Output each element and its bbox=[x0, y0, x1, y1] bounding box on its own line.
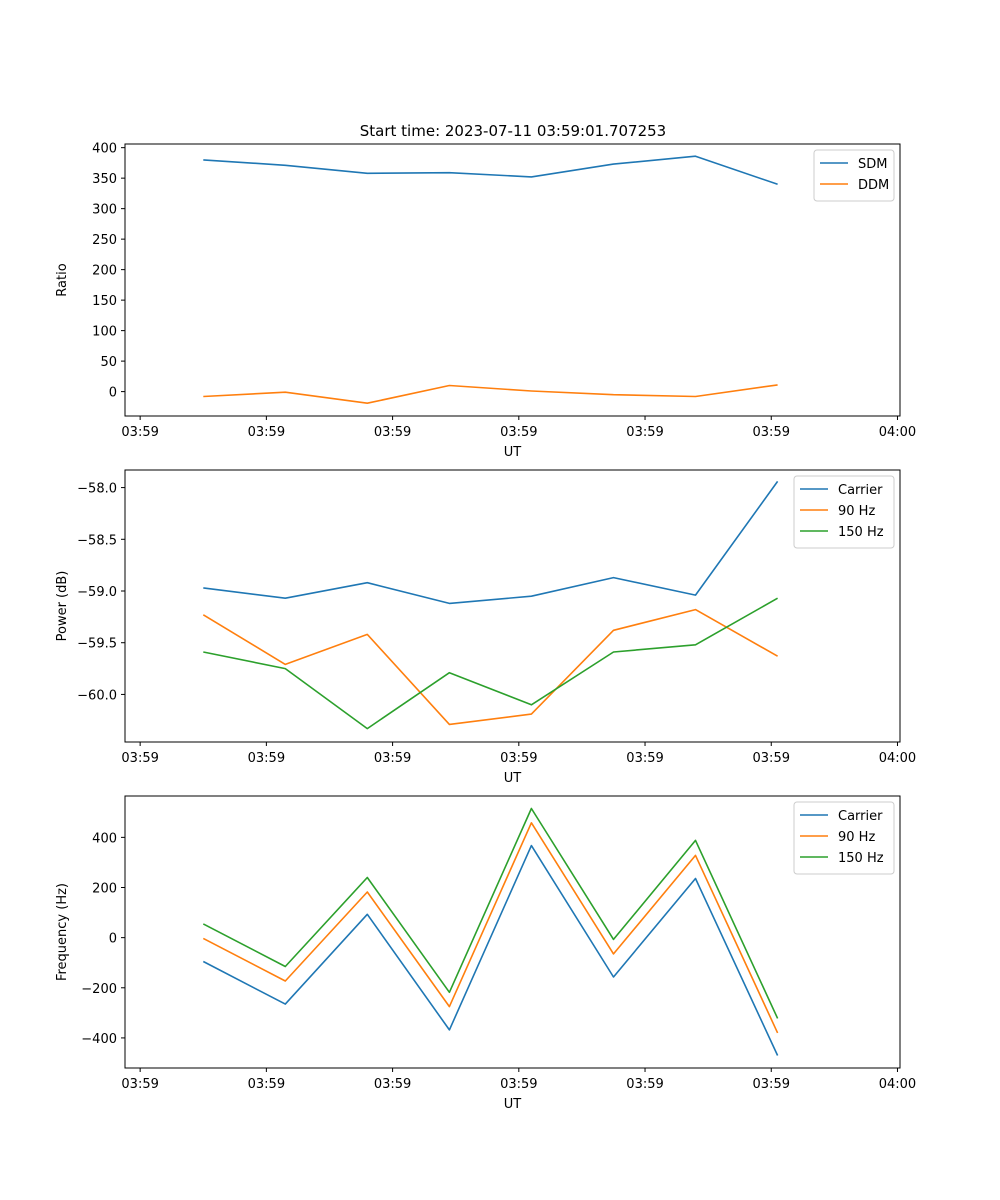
legend-box bbox=[793, 475, 895, 549]
y-tick-label: 150 bbox=[92, 294, 117, 309]
series-line-carrier bbox=[203, 480, 779, 605]
plot-frame bbox=[124, 469, 901, 743]
x-tick-label: 03:59 bbox=[626, 425, 663, 440]
x-tick-label: 03:59 bbox=[248, 1077, 285, 1092]
y-tick-label: −400 bbox=[81, 1032, 117, 1047]
x-axis-label: UT bbox=[504, 1097, 522, 1112]
x-tick-label: 03:59 bbox=[626, 1077, 663, 1092]
y-tick-label: 350 bbox=[92, 172, 117, 187]
series-line-150-hz bbox=[202, 807, 779, 1019]
y-tick-label: 200 bbox=[92, 264, 117, 279]
legend-label: SDM bbox=[858, 157, 887, 172]
legend-label: 150 Hz bbox=[838, 851, 884, 866]
x-tick-label: 04:00 bbox=[879, 751, 916, 766]
series-line-150-hz bbox=[203, 597, 778, 730]
y-axis-label: Ratio bbox=[55, 263, 70, 296]
x-tick-label: 03:59 bbox=[753, 751, 790, 766]
x-tick-label: 03:59 bbox=[626, 751, 663, 766]
figure-title: Start time: 2023-07-11 03:59:01.707253 bbox=[360, 122, 666, 140]
y-tick-label: −59.5 bbox=[77, 637, 117, 652]
series-line-90-hz bbox=[202, 608, 778, 726]
x-tick-label: 03:59 bbox=[121, 1077, 158, 1092]
plot-frame bbox=[124, 795, 901, 1069]
x-tick-label: 03:59 bbox=[248, 425, 285, 440]
y-tick-label: 200 bbox=[92, 882, 117, 897]
legend-label: Carrier bbox=[838, 483, 883, 498]
y-tick-label: 300 bbox=[92, 203, 117, 218]
series-line-90-hz bbox=[202, 821, 779, 1034]
y-tick-label: 0 bbox=[109, 386, 117, 401]
y-tick-label: −60.0 bbox=[77, 688, 117, 703]
y-tick-label: 50 bbox=[100, 355, 117, 370]
legend-box bbox=[793, 801, 895, 875]
y-axis-label: Power (dB) bbox=[55, 571, 70, 642]
y-tick-label: 400 bbox=[92, 831, 117, 846]
x-tick-label: 03:59 bbox=[374, 1077, 411, 1092]
legend-label: 90 Hz bbox=[838, 504, 875, 519]
x-tick-label: 03:59 bbox=[753, 1077, 790, 1092]
x-tick-label: 03:59 bbox=[248, 751, 285, 766]
y-tick-label: −59.0 bbox=[77, 585, 117, 600]
chart-panel-3: 03:59 03:59 03:59 03:59 03:59 03:59 04:00 −400 −… bbox=[55, 795, 916, 1112]
chart-panel-1: 03:59 03:59 03:59 03:59 03:59 03:59 04:00 0 50 10… bbox=[55, 142, 916, 460]
y-axis-label: Frequency (Hz) bbox=[55, 883, 70, 981]
legend-label: Carrier bbox=[838, 809, 883, 824]
y-tick-label: −58.0 bbox=[77, 482, 117, 497]
series-line-ddm bbox=[203, 384, 778, 405]
x-tick-label: 03:59 bbox=[500, 1077, 537, 1092]
y-tick-label: −58.5 bbox=[77, 533, 117, 548]
x-tick-label: 03:59 bbox=[500, 751, 537, 766]
x-axis-label: UT bbox=[504, 771, 522, 786]
x-tick-label: 03:59 bbox=[500, 425, 537, 440]
legend-label: 150 Hz bbox=[838, 525, 884, 540]
x-tick-label: 03:59 bbox=[121, 425, 158, 440]
x-axis-label: UT bbox=[504, 445, 522, 460]
x-tick-label: 03:59 bbox=[374, 425, 411, 440]
y-tick-label: 400 bbox=[92, 142, 117, 157]
series-line-carrier bbox=[202, 844, 779, 1056]
legend-label: DDM bbox=[858, 178, 889, 193]
y-tick-label: 250 bbox=[92, 233, 117, 248]
x-tick-label: 03:59 bbox=[121, 751, 158, 766]
series-line-sdm bbox=[203, 155, 778, 186]
x-tick-label: 04:00 bbox=[879, 425, 916, 440]
x-tick-label: 03:59 bbox=[753, 425, 790, 440]
y-tick-label: 100 bbox=[92, 325, 117, 340]
x-tick-label: 04:00 bbox=[879, 1077, 916, 1092]
x-tick-label: 03:59 bbox=[374, 751, 411, 766]
plot-frame bbox=[124, 143, 901, 417]
chart-panel-2: 03:59 03:59 03:59 03:59 03:59 03:59 04:00 −60.0… bbox=[55, 469, 916, 786]
legend-label: 90 Hz bbox=[838, 830, 875, 845]
y-tick-label: 0 bbox=[109, 932, 117, 947]
y-tick-label: −200 bbox=[81, 982, 117, 997]
